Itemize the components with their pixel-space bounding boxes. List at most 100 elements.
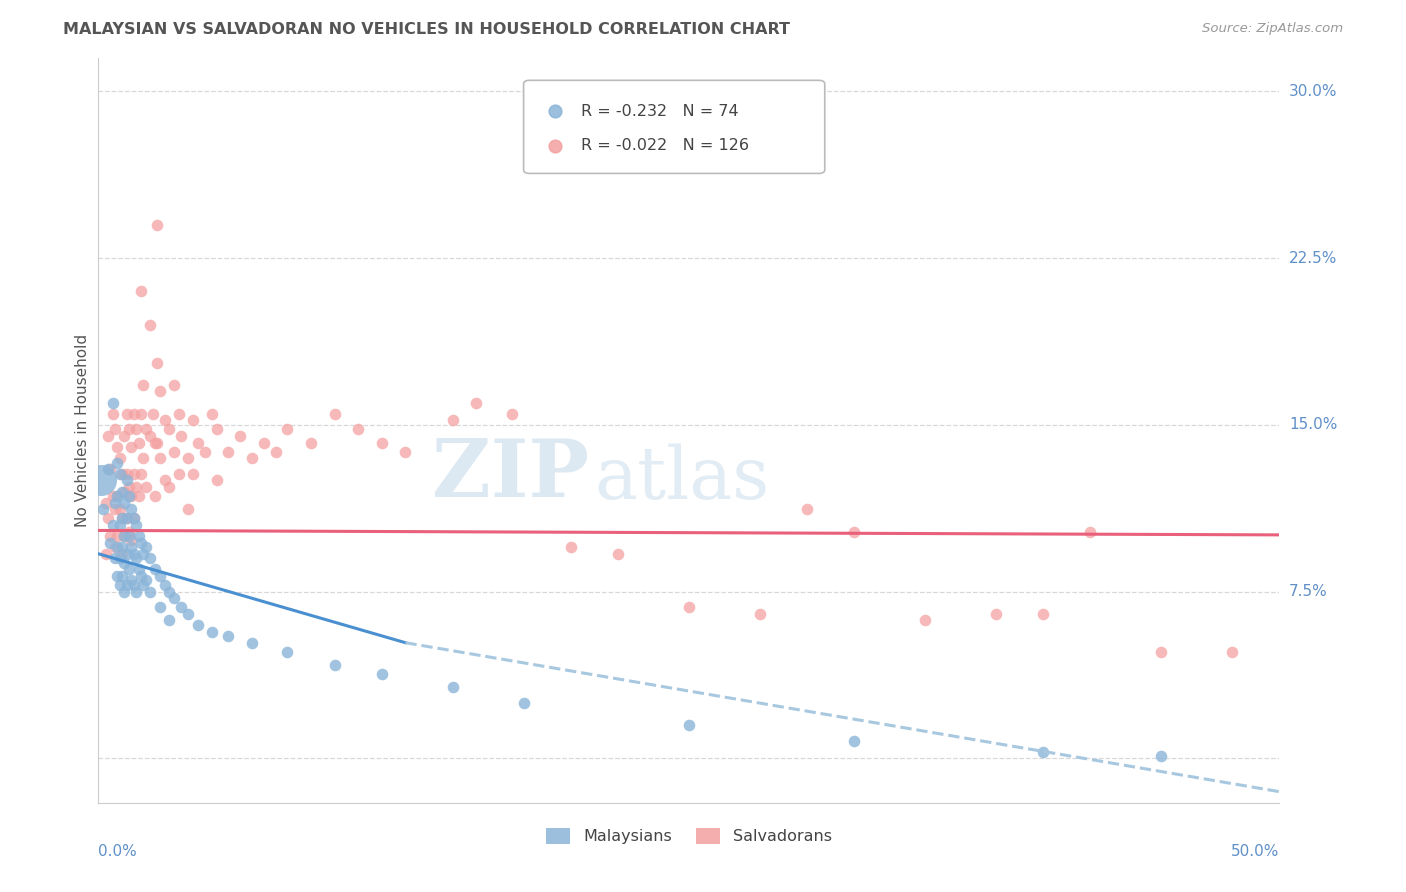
Point	[194, 444, 217, 458]
Point	[512, 696, 534, 710]
Point	[1150, 749, 1173, 764]
Point	[111, 511, 134, 525]
Point	[112, 529, 135, 543]
Point	[115, 474, 138, 488]
Point	[125, 551, 148, 566]
Point	[170, 600, 193, 615]
Point	[181, 413, 204, 427]
Text: MALAYSIAN VS SALVADORAN NO VEHICLES IN HOUSEHOLD CORRELATION CHART: MALAYSIAN VS SALVADORAN NO VEHICLES IN H…	[63, 22, 790, 37]
Point	[115, 578, 138, 592]
Point	[607, 547, 630, 561]
Point	[128, 435, 150, 450]
Point	[94, 496, 117, 510]
Point	[132, 377, 155, 392]
Point	[101, 395, 124, 409]
Point	[122, 511, 145, 525]
Point	[149, 451, 172, 466]
Text: 15.0%: 15.0%	[1289, 417, 1337, 433]
Point	[229, 429, 252, 443]
Point	[122, 511, 145, 525]
Point	[98, 535, 121, 549]
Point	[111, 540, 134, 554]
Point	[205, 474, 228, 488]
Point	[111, 569, 134, 583]
Point	[104, 540, 127, 554]
Text: R = -0.022   N = 126: R = -0.022 N = 126	[582, 138, 749, 153]
Text: ZIP: ZIP	[432, 436, 589, 514]
Point	[101, 407, 124, 421]
Point	[371, 666, 394, 681]
Point	[139, 584, 162, 599]
Point	[104, 422, 127, 436]
Text: 0.0%: 0.0%	[98, 844, 138, 859]
Point	[201, 624, 224, 639]
Point	[139, 318, 162, 332]
Point	[115, 467, 138, 481]
Point	[240, 451, 263, 466]
Point	[108, 551, 131, 566]
Text: 22.5%: 22.5%	[1289, 251, 1337, 266]
Point	[796, 502, 818, 516]
Point	[1150, 645, 1173, 659]
Point	[143, 562, 166, 576]
Point	[163, 444, 186, 458]
Point	[135, 422, 157, 436]
Point	[125, 584, 148, 599]
Point	[217, 629, 239, 643]
FancyBboxPatch shape	[523, 80, 825, 173]
Point	[115, 407, 138, 421]
Point	[163, 377, 186, 392]
Point	[118, 529, 141, 543]
Point	[844, 733, 866, 747]
Point	[1032, 607, 1054, 621]
Point	[253, 435, 276, 450]
Point	[153, 578, 176, 592]
Point	[112, 484, 135, 499]
Point	[105, 540, 128, 554]
Point	[112, 584, 135, 599]
Point	[146, 355, 169, 369]
Point	[181, 467, 204, 481]
Point	[276, 422, 298, 436]
Point	[143, 489, 166, 503]
Text: 30.0%: 30.0%	[1289, 84, 1337, 99]
Point	[201, 407, 224, 421]
Point	[441, 680, 464, 694]
Point	[112, 429, 135, 443]
Point	[129, 535, 152, 549]
Point	[163, 591, 186, 606]
Point	[98, 462, 121, 476]
Point	[1080, 524, 1102, 539]
Legend: Malaysians, Salvadorans: Malaysians, Salvadorans	[540, 822, 838, 851]
Point	[132, 547, 155, 561]
Point	[157, 614, 180, 628]
Point	[118, 489, 141, 503]
Point	[984, 607, 1007, 621]
Point	[111, 484, 134, 499]
Point	[149, 384, 172, 399]
Point	[121, 440, 143, 454]
Point	[111, 467, 134, 481]
Point	[170, 429, 193, 443]
Point	[91, 502, 114, 516]
Point	[104, 502, 127, 516]
Point	[748, 607, 770, 621]
Point	[115, 511, 138, 525]
Point	[149, 600, 172, 615]
Point	[112, 496, 135, 510]
Point	[125, 480, 148, 494]
Point	[104, 496, 127, 510]
Point	[122, 578, 145, 592]
Point	[104, 551, 127, 566]
Point	[1032, 745, 1054, 759]
Point	[153, 474, 176, 488]
Point	[177, 451, 200, 466]
Point	[121, 533, 143, 548]
Point	[108, 502, 131, 516]
Point	[299, 435, 322, 450]
Point	[122, 547, 145, 561]
Point	[1220, 645, 1243, 659]
Point	[115, 511, 138, 525]
Point	[143, 435, 166, 450]
Point	[139, 429, 162, 443]
